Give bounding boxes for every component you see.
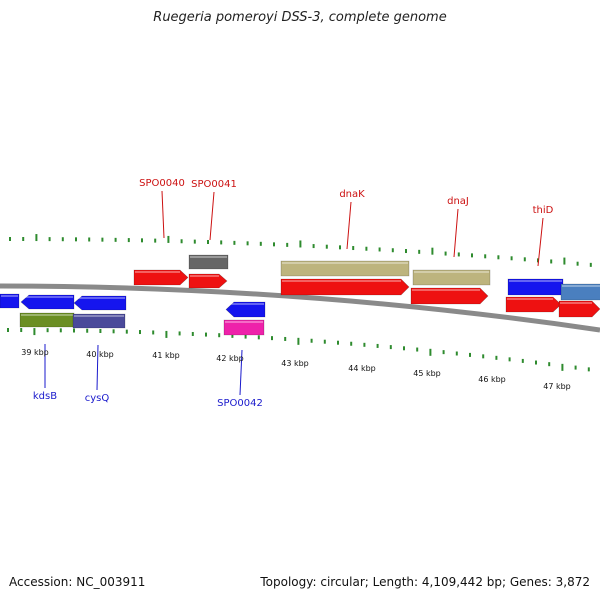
- scale-label: 45 kbp: [413, 369, 441, 378]
- leader-line: [239, 349, 243, 396]
- gene-feature-pink: [223, 319, 265, 336]
- label-leader-lines: [44, 190, 544, 396]
- scale-label: 44 kbp: [348, 364, 376, 373]
- scale-label: 43 kbp: [281, 359, 309, 368]
- genome-backbone: [0, 283, 600, 333]
- gene-feature-red-edge: [558, 300, 600, 318]
- gene-dnaj: [410, 287, 489, 305]
- gene-spo0041: [188, 273, 228, 289]
- gene-feature-blue-edge: [0, 293, 20, 309]
- gene-feature-khaki-2: [412, 269, 491, 286]
- gene-label-reverse: SPO0042: [217, 398, 263, 409]
- gene-feature-khaki: [280, 260, 410, 277]
- gene-label-forward: dnaJ: [447, 196, 469, 207]
- gene-spo0040: [133, 269, 189, 286]
- gene-label-forward: dnaK: [339, 189, 365, 200]
- leader-line: [209, 191, 215, 241]
- accession-text: Accession: NC_003911: [9, 575, 146, 589]
- gene-spo0042: [225, 301, 266, 318]
- leader-line: [96, 344, 99, 391]
- gene-feature-gray: [188, 254, 229, 270]
- gene-cysq: [73, 295, 127, 311]
- scale-label: 42 kbp: [216, 354, 244, 363]
- gene-label-forward: SPO0041: [191, 179, 237, 190]
- leader-line: [453, 208, 459, 258]
- gene-label-reverse: kdsB: [33, 391, 57, 402]
- gene-label-reverse: cysQ: [85, 393, 110, 404]
- genome-summary-text: Topology: circular; Length: 4,109,442 bp…: [260, 575, 590, 589]
- scale-label: 47 kbp: [543, 382, 571, 391]
- scale-label: 40 kbp: [86, 350, 114, 359]
- map-title: Ruegeria pomeroyi DSS-3, complete genome: [153, 10, 447, 25]
- gene-feature-steelblue: [560, 283, 600, 301]
- gene-labels: SPO0040 SPO0041 dnaK dnaJ thiD kdsB cysQ SPO004…: [33, 178, 554, 409]
- scale-labels: 39 kbp 40 kbp 41 kbp 42 kbp 43 kbp 44 kbp 45 k…: [21, 348, 571, 391]
- gene-kdsb: [20, 294, 75, 310]
- gene-label-forward: thiD: [533, 205, 554, 216]
- scale-label: 41 kbp: [152, 351, 180, 360]
- leader-line: [346, 201, 352, 250]
- reverse-tick-track: [7, 328, 590, 372]
- gene-feature-slate: [72, 313, 126, 329]
- leader-line: [161, 190, 165, 239]
- leader-line: [537, 217, 544, 267]
- gene-label-forward: SPO0040: [139, 178, 185, 189]
- scale-label: 39 kbp: [21, 348, 49, 357]
- gene-dnak: [280, 278, 410, 296]
- gene-features: [0, 254, 600, 336]
- forward-tick-track: [9, 234, 592, 267]
- scale-label: 46 kbp: [478, 375, 506, 384]
- gene-thid: [505, 296, 562, 313]
